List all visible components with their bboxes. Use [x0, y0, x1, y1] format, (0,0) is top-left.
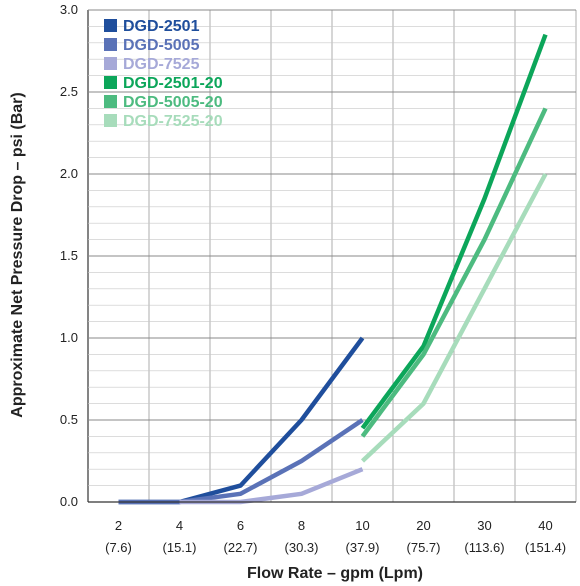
y-tick-label: 0.0: [60, 494, 78, 509]
legend-label: DGD-5005: [123, 37, 200, 54]
legend-label: DGD-7525-20: [123, 113, 223, 130]
x-tick-sublabel: (30.3): [285, 540, 319, 555]
x-tick-sublabel: (113.6): [464, 540, 504, 555]
series-line-dgd-2501-20: [360, 33, 548, 430]
legend-swatch: [104, 38, 117, 51]
series-line-dgd-5005: [118, 418, 364, 505]
y-tick-label: 1.5: [60, 248, 78, 263]
legend-label: DGD-5005-20: [123, 94, 223, 111]
x-tick-label: 4: [176, 518, 183, 533]
legend-swatch: [104, 19, 117, 32]
x-tick-sublabel: (7.6): [105, 540, 132, 555]
grid: [87, 9, 577, 503]
legend-swatch: [104, 57, 117, 70]
series-line-dgd-5005-20: [360, 107, 548, 438]
x-tick-label: 20: [416, 518, 430, 533]
y-tick-label: 2.0: [60, 166, 78, 181]
x-axis-title: Flow Rate – gpm (Lpm): [247, 565, 423, 582]
x-tick-label: 2: [115, 518, 122, 533]
legend-swatch: [104, 95, 117, 108]
y-tick-label: 3.0: [60, 2, 78, 17]
x-tick-sublabel: (22.7): [224, 540, 258, 555]
legend-swatch: [104, 76, 117, 89]
x-tick-label: 6: [237, 518, 244, 533]
legend-label: DGD-2501-20: [123, 75, 223, 92]
legend: DGD-2501 DGD-5005 DGD-7525 DGD-2501-20 DGD-5…: [104, 18, 223, 130]
y-tick-label: 0.5: [60, 412, 78, 427]
legend-label: DGD-7525: [123, 56, 200, 73]
x-tick-sublabel: (15.1): [163, 540, 197, 555]
x-tick-label: 40: [538, 518, 552, 533]
x-tick-sublabel: (75.7): [407, 540, 441, 555]
x-tick-label: 10: [355, 518, 369, 533]
x-tick-label: 8: [298, 518, 305, 533]
x-tick-sublabel: (37.9): [346, 540, 380, 555]
axes: 0.0 0.5 1.0 1.5 2.0 2.5 3.0 2 (7.6) 4 (15.1) 6 (22.7…: [60, 2, 576, 555]
series-line-dgd-7525-20: [360, 172, 548, 463]
y-tick-label: 2.5: [60, 84, 78, 99]
y-axis-title: Approximate Net Pressure Drop – psi (Bar…: [9, 92, 26, 417]
legend-label: DGD-2501: [123, 18, 200, 35]
legend-swatch: [104, 114, 117, 127]
x-tick-sublabel: (151.4): [525, 540, 566, 555]
y-tick-label: 1.0: [60, 330, 78, 345]
x-tick-label: 30: [477, 518, 491, 533]
